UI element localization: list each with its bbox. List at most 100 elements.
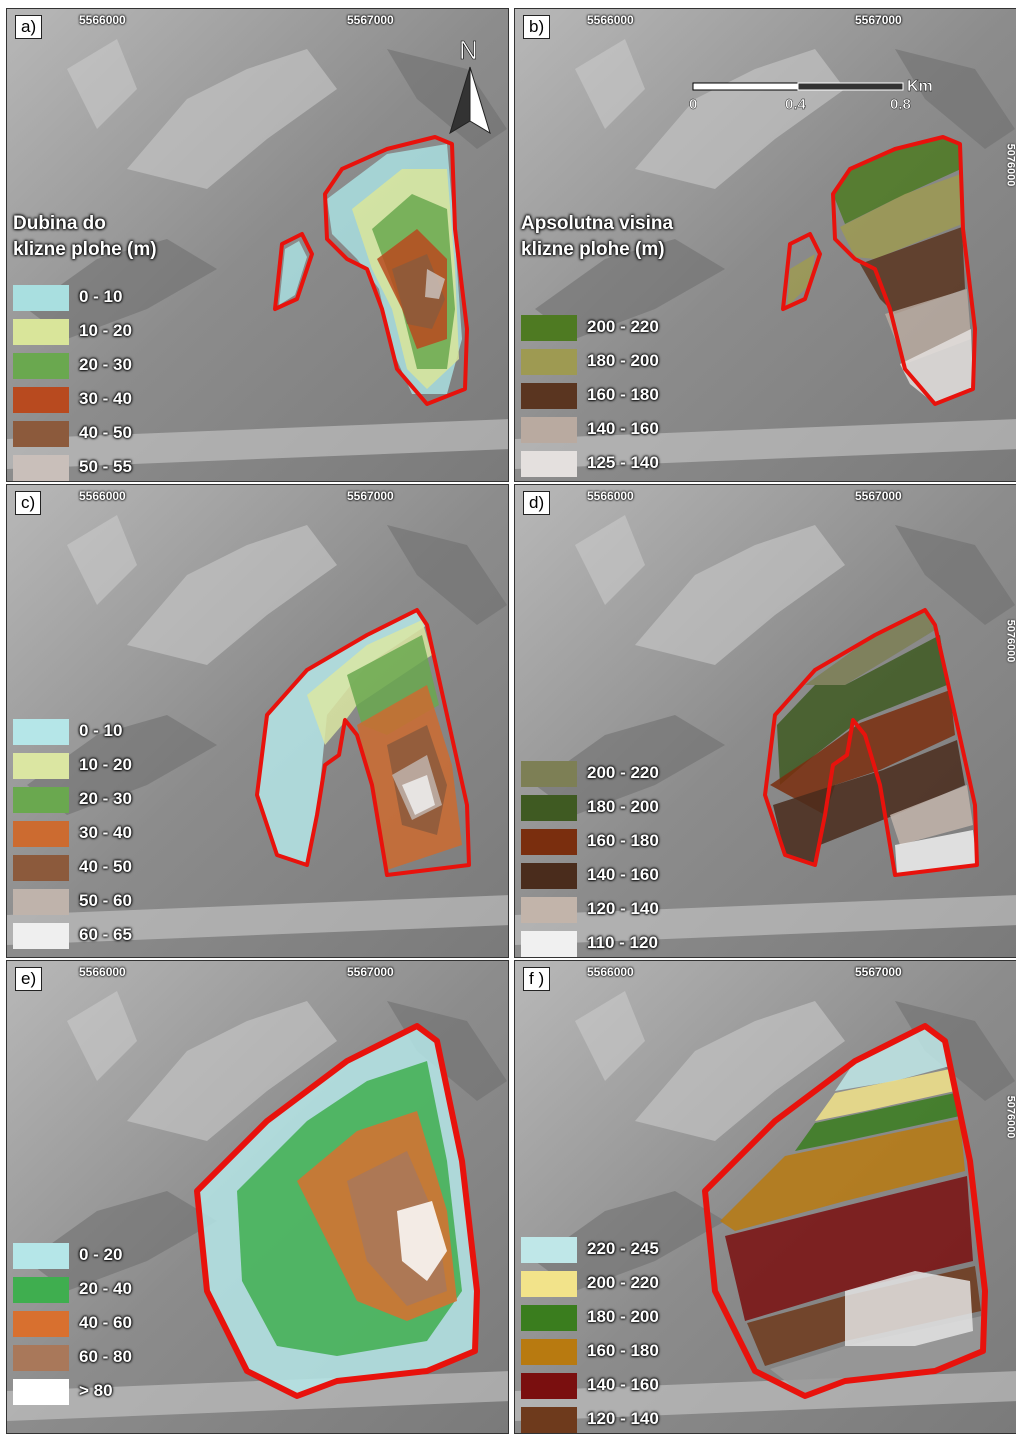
legend-item: 180 - 200 — [515, 345, 715, 379]
legend-item: 40 - 50 — [7, 417, 207, 451]
legend-label: 200 - 220 — [587, 1273, 659, 1292]
legend-item: 20 - 40 — [7, 1273, 207, 1307]
legend-label: 140 - 160 — [587, 1375, 659, 1394]
legend-item: 180 - 200 — [515, 791, 715, 825]
panel-label: a) — [15, 15, 43, 39]
panel-label: d) — [523, 491, 551, 515]
coord-x-label: 5566000 — [79, 965, 126, 979]
hillshade-background — [515, 485, 1016, 957]
legend: 0 - 20 20 - 40 40 - 60 60 - 80 > 80 — [7, 1239, 207, 1409]
legend-swatch — [521, 829, 577, 855]
legend-swatch — [13, 387, 69, 413]
terrain-ridge — [575, 515, 645, 605]
zone-0-10 — [257, 610, 427, 865]
legend-swatch — [521, 315, 577, 341]
map-panel-e: e) 5566000 5567000 0 - 20 20 - 40 40 - 60 60 -… — [6, 960, 509, 1434]
legend-swatch — [521, 383, 577, 409]
legend-label: 0 - 10 — [79, 287, 123, 306]
zone-110-120 — [895, 830, 977, 873]
legend-item: 120 - 140 — [515, 1403, 715, 1433]
terrain-ridge — [67, 39, 137, 129]
legend-swatch — [13, 353, 69, 379]
coord-y-label: 5076000 — [1004, 1095, 1016, 1139]
map-panel-a: a) 5566000 5567000 Dubina do klizne plohe (m… — [6, 8, 509, 482]
legend-label: 160 - 180 — [587, 1341, 659, 1360]
legend-swatch — [521, 761, 577, 787]
legend-label: 120 - 140 — [587, 899, 659, 918]
legend-label: 110 - 120 — [587, 933, 658, 952]
legend-title: Apsolutna visina klizne plohe (m) — [521, 211, 673, 263]
legend-swatch — [13, 1345, 69, 1371]
panel-label: b) — [523, 15, 551, 39]
zone-160-180 — [720, 1119, 965, 1231]
legend-label: 160 - 180 — [587, 831, 659, 850]
legend-label: 40 - 50 — [79, 857, 132, 876]
zone-60-65 — [402, 775, 435, 815]
coord-x-label: 5567000 — [347, 965, 394, 979]
legend-item: 200 - 220 — [515, 311, 715, 345]
legend-label: 30 - 40 — [79, 389, 132, 408]
terrain-ridge — [535, 1191, 725, 1291]
legend-label: 200 - 220 — [587, 763, 659, 782]
terrain-ridge — [387, 525, 507, 625]
legend-item: 140 - 160 — [515, 413, 715, 447]
legend-item: 10 - 20 — [7, 749, 207, 783]
legend-item: 0 - 10 — [7, 715, 207, 749]
coord-x-label: 5566000 — [587, 489, 634, 503]
legend-swatch — [13, 787, 69, 813]
svg-text:Km: Km — [907, 79, 933, 95]
legend-title-line: klizne plohe (m) — [13, 239, 157, 260]
legend-title-line: klizne plohe (m) — [521, 239, 665, 260]
landslide-boundary — [273, 135, 469, 406]
legend-label: 50 - 55 — [79, 457, 132, 476]
legend-item: 20 - 30 — [7, 349, 207, 383]
zone-160-180 — [770, 690, 955, 815]
legend-swatch — [521, 349, 577, 375]
terrain-ridge — [575, 991, 645, 1081]
legend-label: 50 - 60 — [79, 891, 132, 910]
legend-label: 60 - 80 — [79, 1347, 132, 1366]
legend-label: 180 - 200 — [587, 351, 659, 370]
zone-180-200 — [777, 635, 947, 785]
terrain-ridge — [515, 1371, 1016, 1421]
legend-item: 110 - 120 — [515, 927, 715, 957]
legend-swatch — [13, 1379, 69, 1405]
legend-label: 0 - 10 — [79, 721, 123, 740]
hillshade-background — [515, 961, 1016, 1433]
legend-swatch — [13, 753, 69, 779]
legend-label: 20 - 40 — [79, 1279, 132, 1298]
legend-item: 0 - 10 — [7, 281, 207, 315]
coord-x-label: 5567000 — [347, 489, 394, 503]
map-panel-c: c) 5566000 5567000 0 - 10 10 - 20 20 - 30 30 -… — [6, 484, 509, 958]
legend-label: 125 - 140 — [587, 453, 659, 472]
legend-swatch — [521, 1305, 577, 1331]
legend-label: 180 - 200 — [587, 1307, 659, 1326]
zone-200-220 — [815, 1069, 955, 1121]
legend-label: 180 - 200 — [587, 797, 659, 816]
legend-swatch — [13, 319, 69, 345]
legend-swatch — [13, 1243, 69, 1269]
terrain-ridge — [127, 1001, 337, 1141]
zone-120-140 — [890, 785, 973, 845]
legend-item: 50 - 55 — [7, 451, 207, 481]
north-label: N — [459, 35, 478, 65]
panel-label: f ) — [523, 967, 551, 991]
legend-label: 140 - 160 — [587, 865, 659, 884]
zone-50-55 — [425, 269, 445, 299]
legend-swatch — [13, 1277, 69, 1303]
hillshade-background — [7, 485, 508, 957]
legend-swatch — [521, 1271, 577, 1297]
legend-item: 30 - 40 — [7, 817, 207, 851]
panel-label: c) — [15, 491, 42, 515]
legend-swatch — [13, 719, 69, 745]
zone-200-220 — [805, 610, 935, 685]
terrain-ridge — [7, 1371, 508, 1421]
legend-label: 120 - 140 — [587, 1409, 659, 1428]
legend-title-line: Dubina do — [13, 213, 106, 234]
svg-text:0.8: 0.8 — [890, 96, 911, 113]
zone-85-100 — [845, 1271, 973, 1346]
legend-swatch — [521, 1407, 577, 1433]
legend-swatch — [521, 1237, 577, 1263]
terrain-ridge — [515, 895, 1016, 945]
